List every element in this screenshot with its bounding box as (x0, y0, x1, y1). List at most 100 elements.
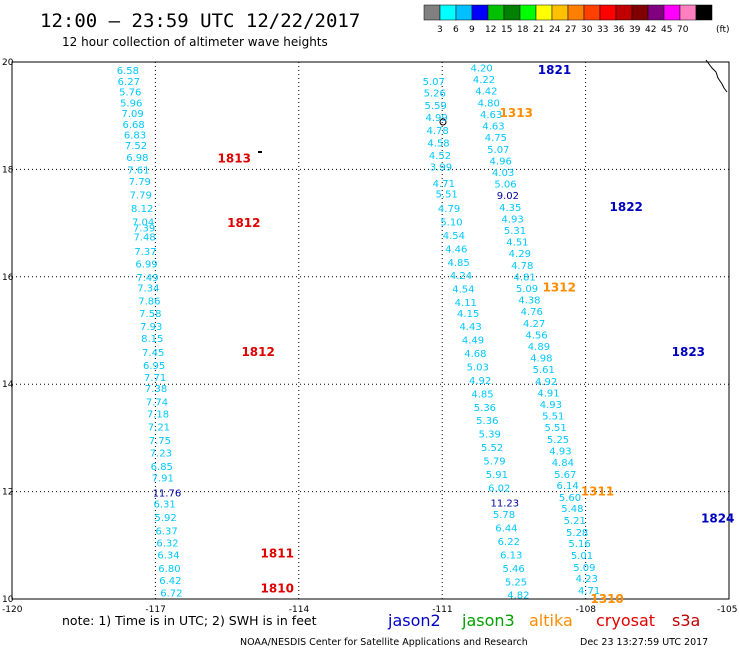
wave-height-value: 7.93 (140, 322, 162, 333)
color-scale-label: 3 (437, 25, 443, 35)
wave-height-value: 7.38 (145, 384, 167, 395)
wave-height-value: 7.45 (142, 348, 164, 359)
wave-height-value: 4.35 (499, 203, 521, 214)
color-scale-swatch (599, 4, 617, 21)
wave-height-value: 4.71 (433, 179, 455, 190)
coastline-segment (705, 59, 728, 93)
x-tick-label: -105 (717, 605, 737, 615)
pass-time-label: 1812 (227, 216, 260, 230)
wave-height-value: 6.42 (159, 576, 181, 587)
x-tick-label: -117 (145, 605, 165, 615)
color-scale-swatch (487, 4, 505, 21)
wave-height-value: 6.98 (126, 153, 148, 164)
wave-height-value: 6.68 (122, 120, 144, 131)
wave-height-value: 5.61 (533, 365, 555, 376)
legend-entry-altika: altika (529, 611, 573, 630)
wave-height-value: 4.85 (447, 258, 469, 269)
color-scale-label: 33 (597, 25, 608, 35)
color-scale-swatch (519, 4, 537, 21)
color-scale-label: 6 (453, 25, 459, 35)
wave-height-value: 4.98 (530, 353, 552, 364)
wave-height-value: 4.46 (445, 244, 467, 255)
wave-height-value: 5.76 (119, 88, 141, 99)
wave-height-value: 4.49 (462, 336, 484, 347)
color-scale-label: 21 (533, 25, 544, 35)
legend-entry-jason2: jason2 (387, 611, 441, 630)
wave-height-value: 5.25 (505, 577, 527, 588)
y-tick-label: 16 (2, 273, 14, 283)
wave-height-value: 7.61 (127, 165, 149, 176)
legend-entry-cryosat: cryosat (596, 611, 655, 630)
color-scale-label: 9 (469, 25, 475, 35)
wave-height-value: 8.15 (141, 334, 163, 345)
wave-height-value: 5.46 (502, 564, 524, 575)
wave-height-value: 4.81 (513, 272, 535, 283)
wave-height-value: 7.52 (125, 141, 147, 152)
wave-height-value: 4.63 (482, 121, 504, 132)
color-scale-swatch (551, 4, 569, 21)
color-scale-swatch (471, 4, 489, 21)
pass-time-label: 1821 (538, 63, 571, 77)
footer-note: note: 1) Time is in UTC; 2) SWH is in fe… (62, 613, 317, 628)
wave-height-value: 5.59 (425, 101, 447, 112)
wave-height-value: 4.96 (490, 156, 512, 167)
wave-height-value: 4.92 (535, 377, 557, 388)
wave-height-value: 5.07 (487, 145, 509, 156)
wave-height-value: 6.58 (117, 66, 139, 77)
wave-height-value: 6.37 (155, 526, 177, 537)
wave-height-value: 6.14 (556, 481, 578, 492)
wave-height-value: 4.89 (528, 342, 550, 353)
wave-height-value: 4.93 (540, 400, 562, 411)
pass-time-label: 1822 (610, 200, 643, 214)
color-scale-swatch (583, 4, 601, 21)
color-scale-label: 42 (645, 25, 656, 35)
wave-height-value: 6.34 (157, 550, 179, 561)
island-marker (258, 151, 262, 153)
wave-height-value: 4.71 (578, 586, 600, 597)
pass-time-label: 1823 (672, 345, 705, 359)
wave-height-value: 5.92 (154, 513, 176, 524)
wave-height-value: 5.09 (573, 563, 595, 574)
pass-time-label: 1312 (543, 281, 576, 295)
wave-height-value: 4.58 (427, 139, 449, 150)
wave-height-value: 7.74 (146, 397, 168, 408)
wave-height-value: 4.43 (459, 322, 481, 333)
wave-height-value: 5.91 (486, 470, 508, 481)
wave-height-value: 5.01 (571, 551, 593, 562)
pass-time-label: 1824 (701, 511, 734, 525)
wave-height-value: 5.67 (554, 470, 576, 481)
wave-height-value: 4.78 (511, 261, 533, 272)
wave-height-value: 5.06 (494, 179, 516, 190)
wave-height-value: 3.99 (430, 163, 452, 174)
wave-height-value: 7.34 (137, 284, 159, 295)
x-tick-label: -120 (2, 605, 23, 615)
wave-height-value: 4.42 (475, 86, 497, 97)
color-scale-label: 39 (629, 25, 641, 35)
pass-time-label: 1311 (581, 485, 614, 499)
wave-height-value: 5.96 (120, 98, 142, 109)
wave-height-value: 7.49 (136, 273, 158, 284)
wave-height-value: 5.07 (423, 77, 445, 88)
wave-height-value: 6.72 (160, 589, 182, 600)
wave-height-value: 7.23 (150, 448, 172, 459)
color-scale-label: 45 (661, 25, 672, 35)
wave-height-value: 5.25 (547, 435, 569, 446)
wave-height-value: 4.80 (478, 98, 500, 109)
pass-time-labels: 1821 1313 1813 1822 1812 1312 1812 1823 1311 1824… (218, 63, 735, 606)
color-scale-swatch (535, 4, 553, 21)
wave-height-value: 6.27 (118, 77, 140, 88)
wave-height-value: 5.36 (476, 416, 498, 427)
grid-lines (12, 62, 729, 599)
wave-height-value: 5.79 (483, 456, 505, 467)
wave-height-value: 4.51 (506, 237, 528, 248)
wave-height-value: 5.51 (545, 423, 567, 434)
wave-height-value: 6.44 (495, 524, 517, 535)
pass-time-label: 1811 (261, 546, 294, 560)
plot-frame (11, 61, 730, 600)
wave-height-value: 4.68 (464, 349, 486, 360)
wave-height-value: 4.82 (507, 591, 529, 602)
color-scale-legend: 3 6 9 12 15 18 21 24 27 30 33 36 39 42 45 70 (423, 4, 713, 35)
wave-height-value: 4.22 (473, 75, 495, 86)
wave-height-value: 5.39 (479, 430, 501, 441)
